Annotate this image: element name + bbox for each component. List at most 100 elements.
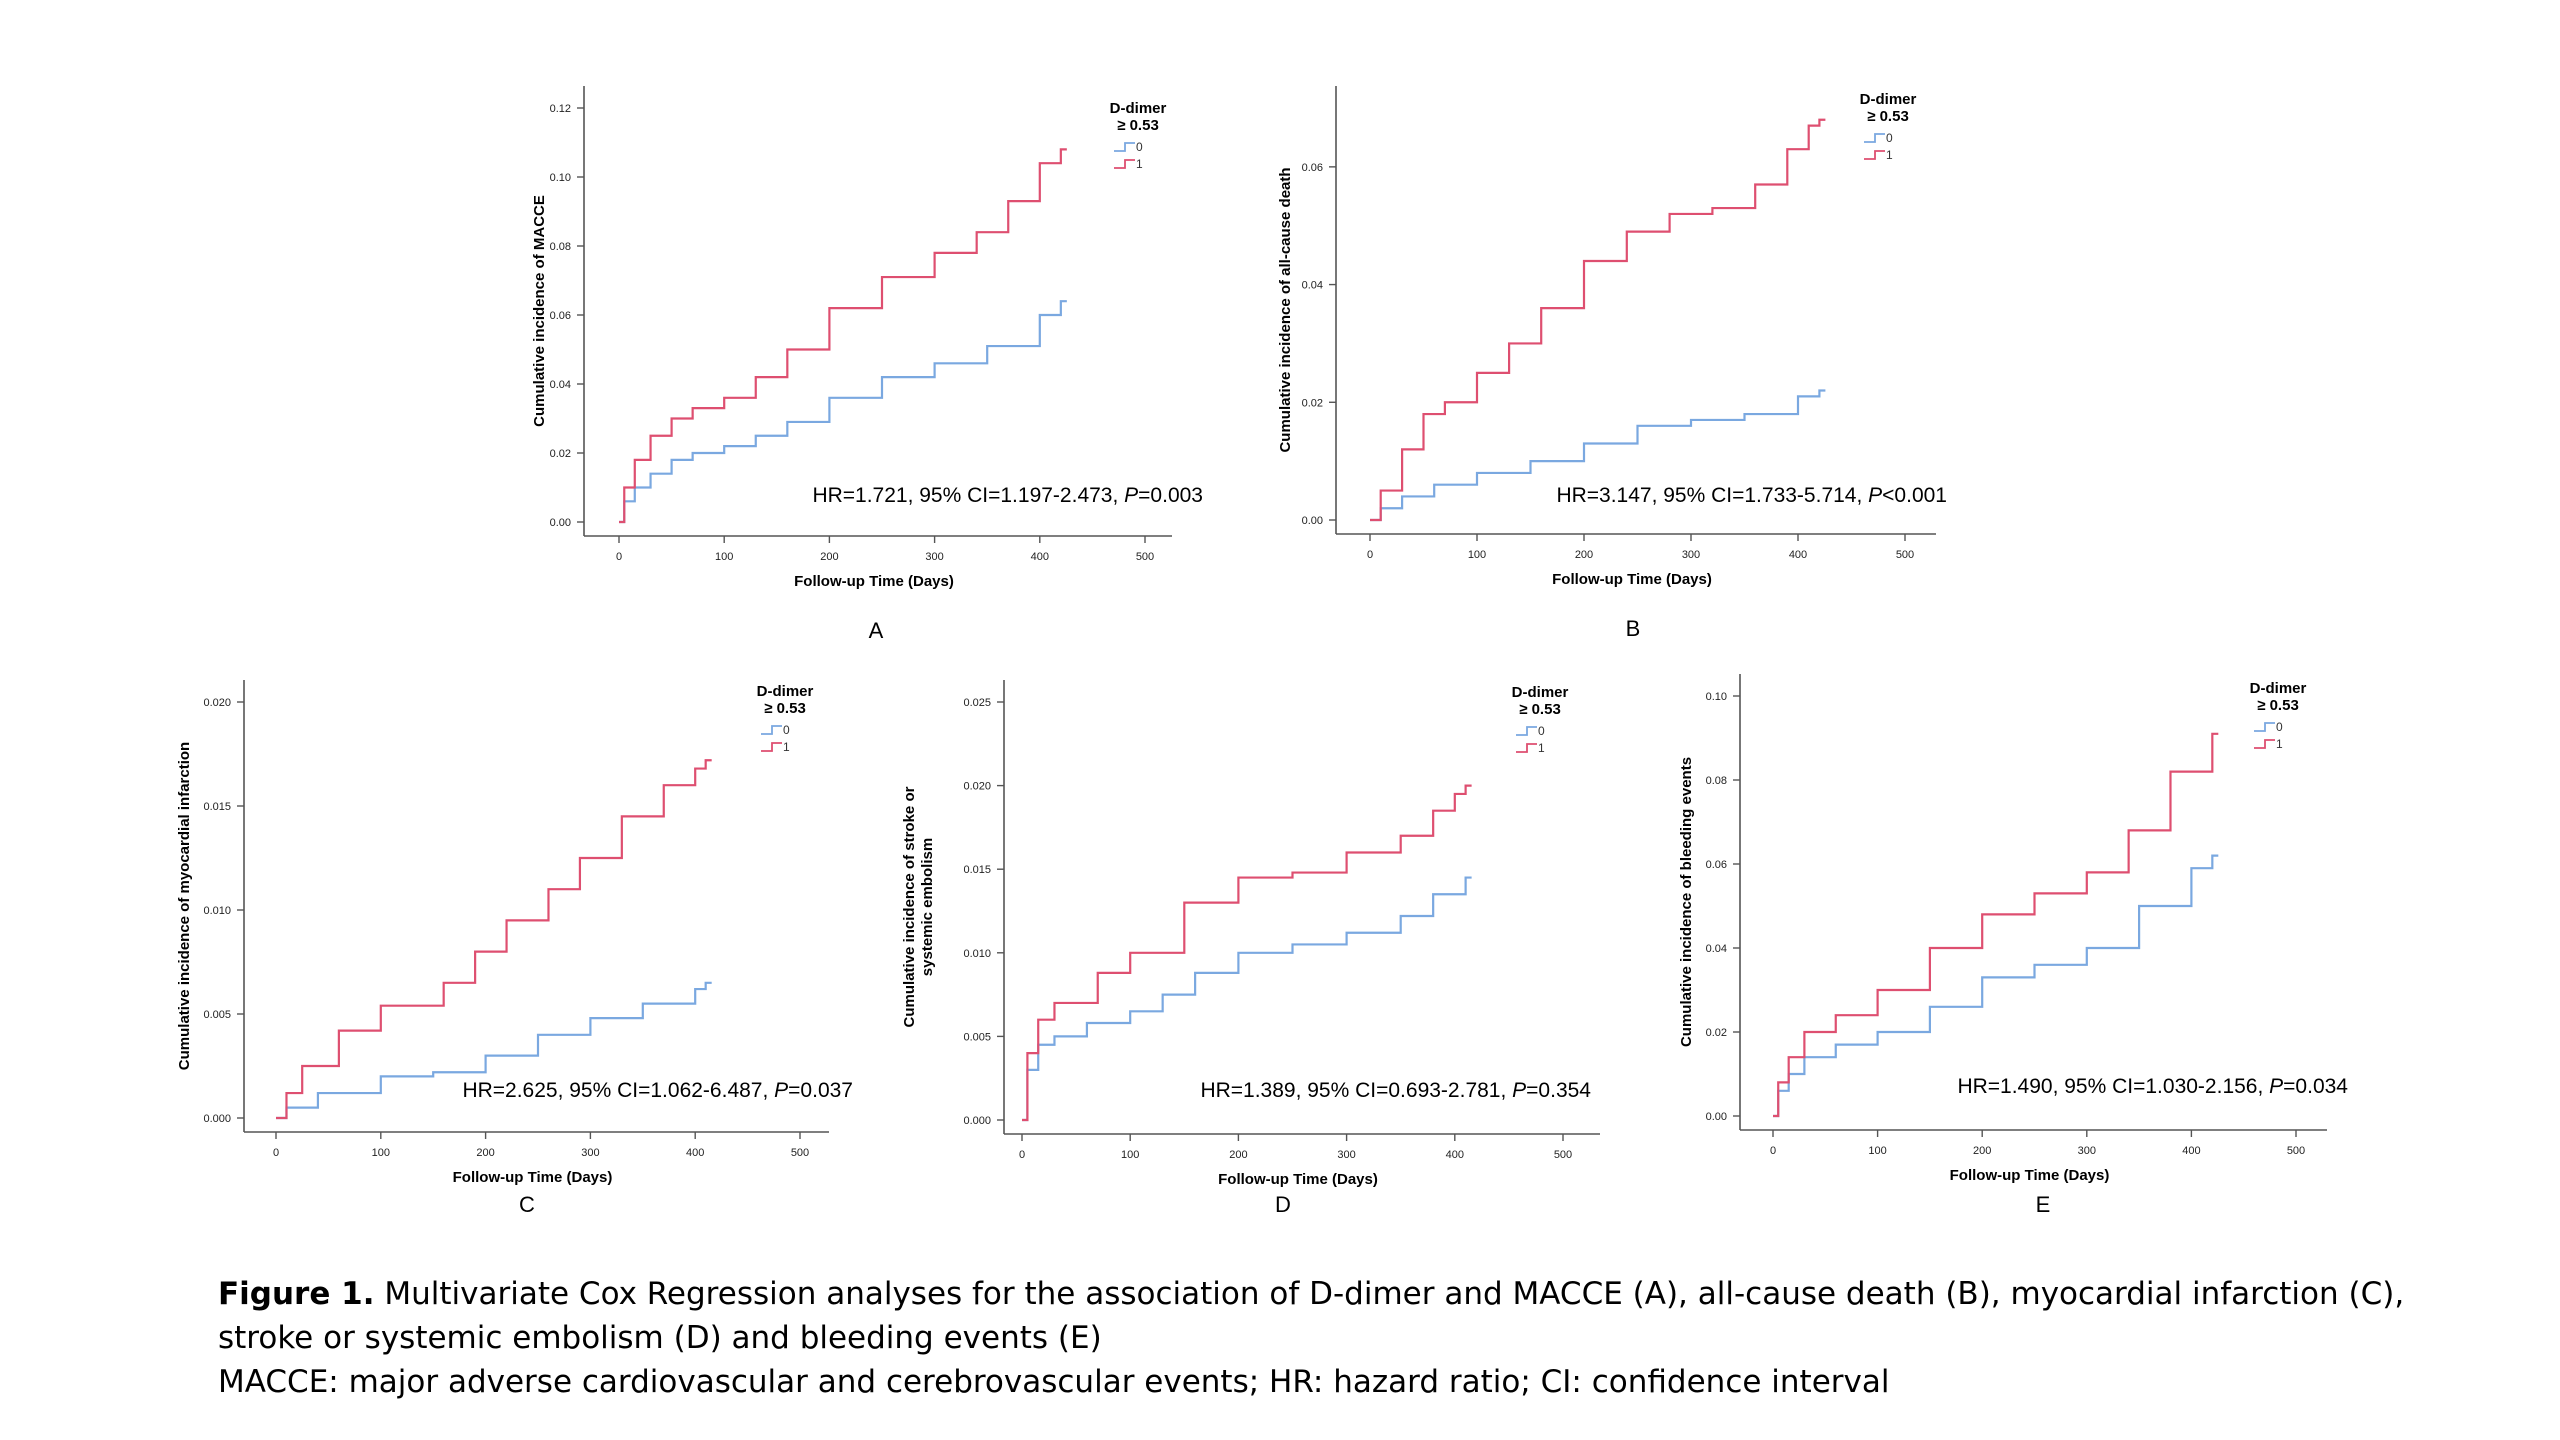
y-axis-title: Cumulative incidence of all-cause death — [1277, 167, 1294, 452]
x-tick-label: 300 — [925, 551, 943, 563]
legend-label-1: 1 — [1136, 157, 1143, 171]
panel-letter-b: B — [1626, 616, 1641, 641]
y-tick-label: 0.005 — [963, 1031, 991, 1043]
hr-annotation: HR=1.721, 95% CI=1.197-2.473, P=0.003 — [812, 484, 1203, 507]
figure-caption: Figure 1. Multivariate Cox Regression an… — [218, 1272, 2518, 1404]
x-axis-title: Follow-up Time (Days) — [1950, 1167, 2110, 1184]
x-tick-label: 0 — [616, 551, 622, 563]
km-chart-c: 0 100 200 300 400 500 0.000 0.005 0.010 0.015 0.02… — [176, 680, 853, 1217]
legend-label-0: 0 — [2276, 720, 2283, 734]
x-tick-label: 200 — [1229, 1149, 1247, 1161]
legend-subtitle: ≥ 0.53 — [1519, 701, 1561, 718]
legend-swatch-1 — [1114, 159, 1135, 169]
y-tick-label: 0.015 — [203, 801, 231, 813]
y-tick-label: 0.10 — [1706, 691, 1727, 703]
x-tick-label: 500 — [1554, 1149, 1572, 1161]
y-tick-label: 0.015 — [963, 864, 991, 876]
legend-label-0: 0 — [1136, 140, 1143, 154]
series-line-0 — [276, 981, 712, 1120]
caption-line-1-text: Multivariate Cox Regression analyses for… — [374, 1276, 2405, 1312]
y-axis-title: Cumulative incidence of MACCE — [531, 195, 548, 427]
panel-letter-c: C — [519, 1192, 535, 1217]
series-line-0 — [1773, 854, 2219, 1118]
hr-annotation: HR=3.147, 95% CI=1.733-5.714, P<0.001 — [1556, 484, 1947, 507]
x-axis-title: Follow-up Time (Days) — [1552, 571, 1712, 588]
x-tick-label: 400 — [1789, 549, 1807, 561]
legend: D-dimer≥ 0.53 0 1 — [757, 683, 814, 754]
km-chart-b: 0 100 200 300 400 500 0.00 0.02 0.04 0.06 Follow-u… — [1277, 86, 1947, 641]
x-tick-label: 100 — [715, 551, 733, 563]
x-tick-label: 200 — [1575, 549, 1593, 561]
legend-title: D-dimer — [757, 683, 814, 700]
x-tick-label: 200 — [1973, 1145, 1991, 1157]
caption-line-2: stroke or systemic embolism (D) and blee… — [218, 1320, 1102, 1356]
y-tick-label: 0.00 — [1706, 1111, 1727, 1123]
y-tick-label: 0.000 — [963, 1115, 991, 1127]
y-tick-label: 0.06 — [550, 310, 571, 322]
y-tick-label: 0.00 — [550, 517, 571, 529]
x-tick-label: 400 — [1446, 1149, 1464, 1161]
y-axis-title: Cumulative incidence of stroke orsystemi… — [901, 786, 936, 1027]
y-tick-label: 0.08 — [550, 241, 571, 253]
y-tick-label: 0.010 — [963, 948, 991, 960]
panel-letter-e: E — [2036, 1192, 2051, 1217]
legend: D-dimer≥ 0.53 0 1 — [1110, 100, 1167, 171]
series-line-1 — [1022, 784, 1472, 1122]
x-tick-label: 200 — [476, 1147, 494, 1159]
x-tick-label: 300 — [2078, 1145, 2096, 1157]
x-tick-label: 400 — [2182, 1145, 2200, 1157]
legend-subtitle: ≥ 0.53 — [1117, 117, 1159, 134]
series-line-0 — [1022, 876, 1472, 1122]
panel-letter-a: A — [869, 618, 884, 643]
y-tick-label: 0.04 — [1706, 943, 1727, 955]
y-tick-label: 0.12 — [550, 103, 571, 115]
x-tick-label: 100 — [1468, 549, 1486, 561]
series-line-0 — [619, 300, 1067, 524]
y-tick-label: 0.00 — [1302, 515, 1323, 527]
x-tick-label: 0 — [273, 1147, 279, 1159]
caption-label: Figure 1. — [218, 1276, 375, 1312]
legend-subtitle: ≥ 0.53 — [1867, 108, 1909, 125]
y-tick-label: 0.08 — [1706, 775, 1727, 787]
legend-swatch-0 — [1114, 142, 1135, 152]
legend-swatch-0 — [761, 725, 782, 735]
legend-title: D-dimer — [1860, 91, 1917, 108]
x-axis-title: Follow-up Time (Days) — [794, 573, 954, 590]
x-tick-label: 100 — [1121, 1149, 1139, 1161]
legend-subtitle: ≥ 0.53 — [764, 700, 806, 717]
hr-annotation: HR=1.389, 95% CI=0.693-2.781, P=0.354 — [1200, 1079, 1591, 1102]
y-tick-label: 0.06 — [1302, 162, 1323, 174]
x-tick-label: 300 — [1337, 1149, 1355, 1161]
y-tick-label: 0.000 — [203, 1113, 231, 1125]
y-tick-label: 0.010 — [203, 905, 231, 917]
hr-annotation: HR=2.625, 95% CI=1.062-6.487, P=0.037 — [462, 1079, 853, 1102]
x-tick-label: 0 — [1019, 1149, 1025, 1161]
y-tick-label: 0.005 — [203, 1009, 231, 1021]
caption-line-3: MACCE: major adverse cardiovascular and … — [218, 1364, 1890, 1400]
panel-letter-d: D — [1275, 1192, 1291, 1217]
x-tick-label: 0 — [1770, 1145, 1776, 1157]
series-line-1 — [1773, 732, 2219, 1118]
km-chart-d: 0 100 200 300 400 500 0.000 0.005 0.010 0.015 0.02… — [901, 680, 1600, 1217]
y-tick-label: 0.04 — [550, 379, 571, 391]
y-axis-title: Cumulative incidence of bleeding events — [1678, 757, 1695, 1047]
x-axis-title: Follow-up Time (Days) — [1218, 1171, 1378, 1188]
y-tick-label: 0.020 — [963, 781, 991, 793]
series-line-1 — [619, 148, 1067, 524]
series-line-1 — [1370, 118, 1826, 522]
legend-label-0: 0 — [1886, 131, 1893, 145]
legend-swatch-1 — [1516, 743, 1537, 753]
x-tick-label: 500 — [1896, 549, 1914, 561]
legend-swatch-0 — [2254, 722, 2275, 732]
x-tick-label: 500 — [791, 1147, 809, 1159]
legend-swatch-0 — [1864, 133, 1885, 143]
legend-label-0: 0 — [1538, 724, 1545, 738]
y-tick-label: 0.06 — [1706, 859, 1727, 871]
x-tick-label: 500 — [2287, 1145, 2305, 1157]
km-chart-a: 0 100 200 300 400 500 0.00 0.02 0.04 0.06 0.08 0.10… — [531, 86, 1203, 643]
x-tick-label: 100 — [1868, 1145, 1886, 1157]
x-axis-title: Follow-up Time (Days) — [453, 1169, 613, 1186]
x-tick-label: 400 — [686, 1147, 704, 1159]
caption-line-1: Figure 1. Multivariate Cox Regression an… — [218, 1272, 2518, 1316]
